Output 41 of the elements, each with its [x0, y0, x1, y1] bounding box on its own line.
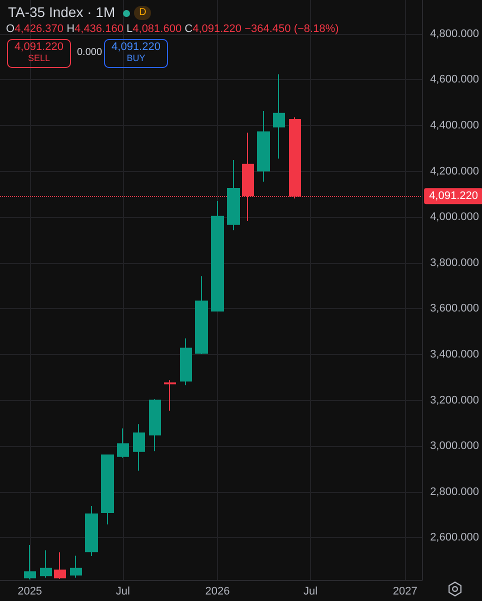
annotation: SELL [26, 53, 52, 64]
candlestick [227, 160, 240, 231]
annotation: D [134, 6, 152, 20]
y-tick-label: 4,200.000 [430, 165, 479, 178]
y-tick-label: 4,600.000 [430, 74, 479, 86]
x-tick-label: 2026 [205, 586, 230, 598]
candlestick [133, 424, 145, 472]
y-tick-label: 2,800.000 [430, 486, 479, 498]
y-tick-label: 3,200.000 [430, 394, 479, 406]
candlestick [85, 506, 98, 556]
y-tick-label: 2,600.000 [430, 532, 479, 544]
x-tick-label: 2025 [18, 586, 42, 598]
chart-title: TA-35 Index · 1M [8, 4, 116, 20]
candlestick [164, 380, 176, 412]
candlestick [40, 550, 52, 578]
candlestick [149, 398, 161, 452]
candlestick [180, 338, 192, 386]
y-tick-label: 3,000.000 [430, 440, 479, 452]
candlestick [54, 552, 66, 578]
annotation: 4,091.220 [110, 41, 162, 53]
y-tick-label: 4,800.000 [430, 28, 479, 40]
candlestick [211, 200, 224, 312]
y-tick-label: 4,400.000 [430, 119, 479, 132]
y-tick-label: 3,800.000 [430, 256, 479, 269]
annotation: O4,426.370 H4,436.160 L4,081.600 C4,091.220 −364.450 (−8.18%) [6, 23, 339, 36]
y-tick-label: 3,400.000 [430, 348, 479, 360]
x-tick-label: Jul [116, 586, 130, 598]
candlestick [257, 110, 270, 182]
annotation: 0.000 [77, 47, 102, 58]
candlestick [195, 276, 208, 354]
y-tick-label: 4,000.000 [430, 211, 479, 224]
y-tick-label: 3,600.000 [430, 302, 479, 315]
x-tick-label: Jul [303, 586, 318, 598]
candlestick [117, 428, 129, 458]
candlestick [101, 454, 114, 525]
annotation: 4,091.220 [14, 41, 64, 53]
annotation: BUY [126, 53, 146, 64]
ref-line-label: 4,091.220 [429, 190, 478, 202]
candlestick [70, 555, 82, 578]
candlestick [273, 74, 285, 160]
x-tick-label: 2027 [392, 586, 418, 598]
